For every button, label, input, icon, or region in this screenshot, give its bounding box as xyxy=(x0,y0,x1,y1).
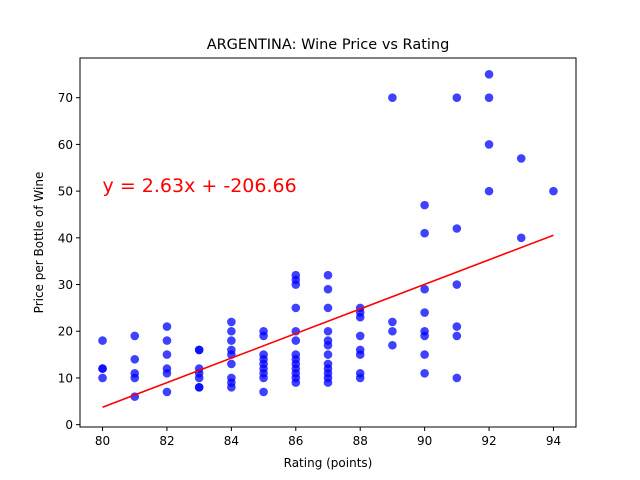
data-point xyxy=(227,326,236,336)
data-point xyxy=(98,336,107,345)
x-axis-label: Rating (points) xyxy=(284,456,373,470)
data-point xyxy=(420,228,429,238)
x-tick-label: 82 xyxy=(159,434,174,448)
data-point xyxy=(323,270,333,280)
x-tick-label: 90 xyxy=(417,434,432,448)
y-tick-label: 20 xyxy=(58,325,73,339)
data-point xyxy=(516,233,526,243)
data-point xyxy=(162,322,172,331)
data-point xyxy=(227,317,236,327)
x-tick-label: 88 xyxy=(353,434,368,448)
data-point xyxy=(452,373,462,383)
data-point xyxy=(388,340,397,350)
data-point xyxy=(355,350,365,359)
data-point xyxy=(130,373,140,383)
data-point xyxy=(420,284,429,294)
y-tick-label: 70 xyxy=(58,91,73,105)
data-point xyxy=(130,354,140,364)
data-point xyxy=(420,308,429,317)
data-point xyxy=(388,326,397,336)
data-point xyxy=(420,331,429,341)
x-tick-label: 86 xyxy=(288,434,303,448)
data-point xyxy=(323,303,333,313)
y-tick-label: 50 xyxy=(58,185,73,199)
data-point xyxy=(162,368,172,378)
y-tick-label: 40 xyxy=(58,231,73,245)
data-points xyxy=(98,70,558,401)
data-point xyxy=(516,154,526,163)
x-tick-label: 80 xyxy=(95,434,110,448)
x-tick-label: 84 xyxy=(224,434,239,448)
data-point xyxy=(162,350,172,359)
data-point xyxy=(291,303,301,313)
data-point xyxy=(227,359,236,369)
chart-title: ARGENTINA: Wine Price vs Rating xyxy=(207,37,450,53)
data-point xyxy=(323,284,333,294)
data-point xyxy=(98,364,107,373)
data-point xyxy=(291,336,301,345)
data-point xyxy=(420,350,429,359)
data-point xyxy=(420,200,429,210)
data-point xyxy=(323,326,333,336)
data-point xyxy=(291,378,301,387)
data-point xyxy=(259,387,268,397)
data-point xyxy=(194,373,204,383)
data-point xyxy=(420,368,429,378)
x-tick-label: 94 xyxy=(546,434,561,448)
data-point xyxy=(388,317,397,327)
data-point xyxy=(323,378,333,387)
data-point xyxy=(259,331,268,341)
data-point xyxy=(452,280,462,289)
data-point xyxy=(323,340,333,350)
data-point xyxy=(355,312,365,322)
data-point xyxy=(162,387,172,397)
data-point xyxy=(484,140,494,149)
data-point xyxy=(162,336,172,345)
y-axis-label: Price per Bottle of Wine xyxy=(32,172,46,314)
data-point xyxy=(291,280,301,289)
data-point xyxy=(227,336,236,345)
regression-equation-annotation: y = 2.63x + -206.66 xyxy=(103,175,297,197)
data-point xyxy=(484,186,494,196)
data-point xyxy=(227,383,236,392)
y-tick-label: 10 xyxy=(58,371,73,385)
data-point xyxy=(484,70,494,79)
regression-line xyxy=(102,234,554,408)
data-point xyxy=(194,383,204,392)
x-tick-label: 92 xyxy=(481,434,496,448)
y-tick-label: 30 xyxy=(58,278,73,292)
data-point xyxy=(452,322,462,331)
data-point xyxy=(355,331,365,341)
y-tick-label: 60 xyxy=(58,138,73,152)
data-point xyxy=(259,373,268,383)
data-point xyxy=(452,93,462,102)
plot-frame xyxy=(79,57,577,428)
data-point xyxy=(484,93,494,102)
data-point xyxy=(549,186,558,196)
regression-line-layer xyxy=(102,234,554,408)
data-point xyxy=(194,345,204,355)
data-point xyxy=(388,93,397,102)
data-point xyxy=(355,373,365,383)
y-tick-label: 0 xyxy=(65,418,73,432)
y-axis-ticks: 0 10 20 30 40 50 60 70 xyxy=(58,91,80,432)
data-point xyxy=(98,373,107,383)
data-point xyxy=(452,224,462,233)
x-axis-ticks: 80 82 84 86 88 90 92 94 xyxy=(95,427,561,448)
data-point xyxy=(452,331,462,341)
data-point xyxy=(323,350,333,359)
data-point xyxy=(130,331,140,341)
